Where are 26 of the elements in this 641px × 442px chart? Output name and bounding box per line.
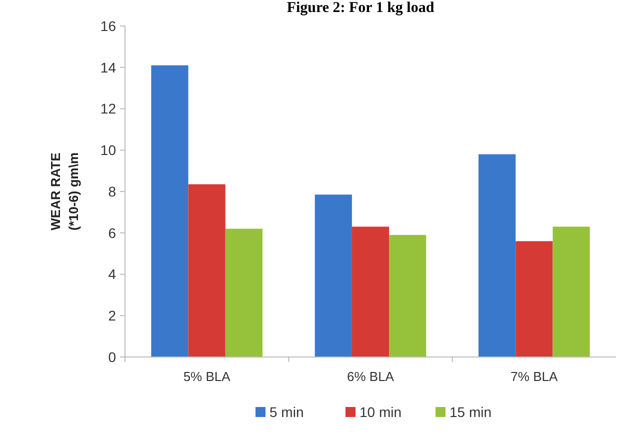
bar xyxy=(552,226,590,357)
y-tick-label: 14 xyxy=(100,59,116,76)
bar xyxy=(389,234,426,357)
y-tick-label: 10 xyxy=(100,142,116,158)
legend-label: 5 min xyxy=(270,404,304,420)
legend-label: 15 min xyxy=(450,404,492,420)
y-tick-label: 0 xyxy=(108,348,116,365)
bar xyxy=(188,184,226,357)
y-axis-title: WEAR RATE (*10-6) gm\m xyxy=(48,152,81,231)
bar xyxy=(478,154,516,357)
y-tick-label: 4 xyxy=(108,266,116,282)
y-tick-label: 12 xyxy=(100,100,116,117)
x-tick-label: 7% BLA xyxy=(510,369,558,384)
y-tick-label: 8 xyxy=(108,183,116,200)
x-tick-label: 6% BLA xyxy=(347,369,394,384)
bar xyxy=(225,228,262,357)
x-tick-label: 5% BLA xyxy=(183,369,231,384)
y-tick-label: 6 xyxy=(108,224,116,241)
bar xyxy=(352,226,390,357)
bar xyxy=(314,194,352,357)
bar xyxy=(516,241,553,357)
bar xyxy=(151,65,188,357)
y-tick-label: 2 xyxy=(108,308,116,324)
y-tick-label: 16 xyxy=(100,18,116,34)
legend-label: 10 min xyxy=(360,404,402,420)
chart-title: Figure 2: For 1 kg load xyxy=(286,0,435,16)
